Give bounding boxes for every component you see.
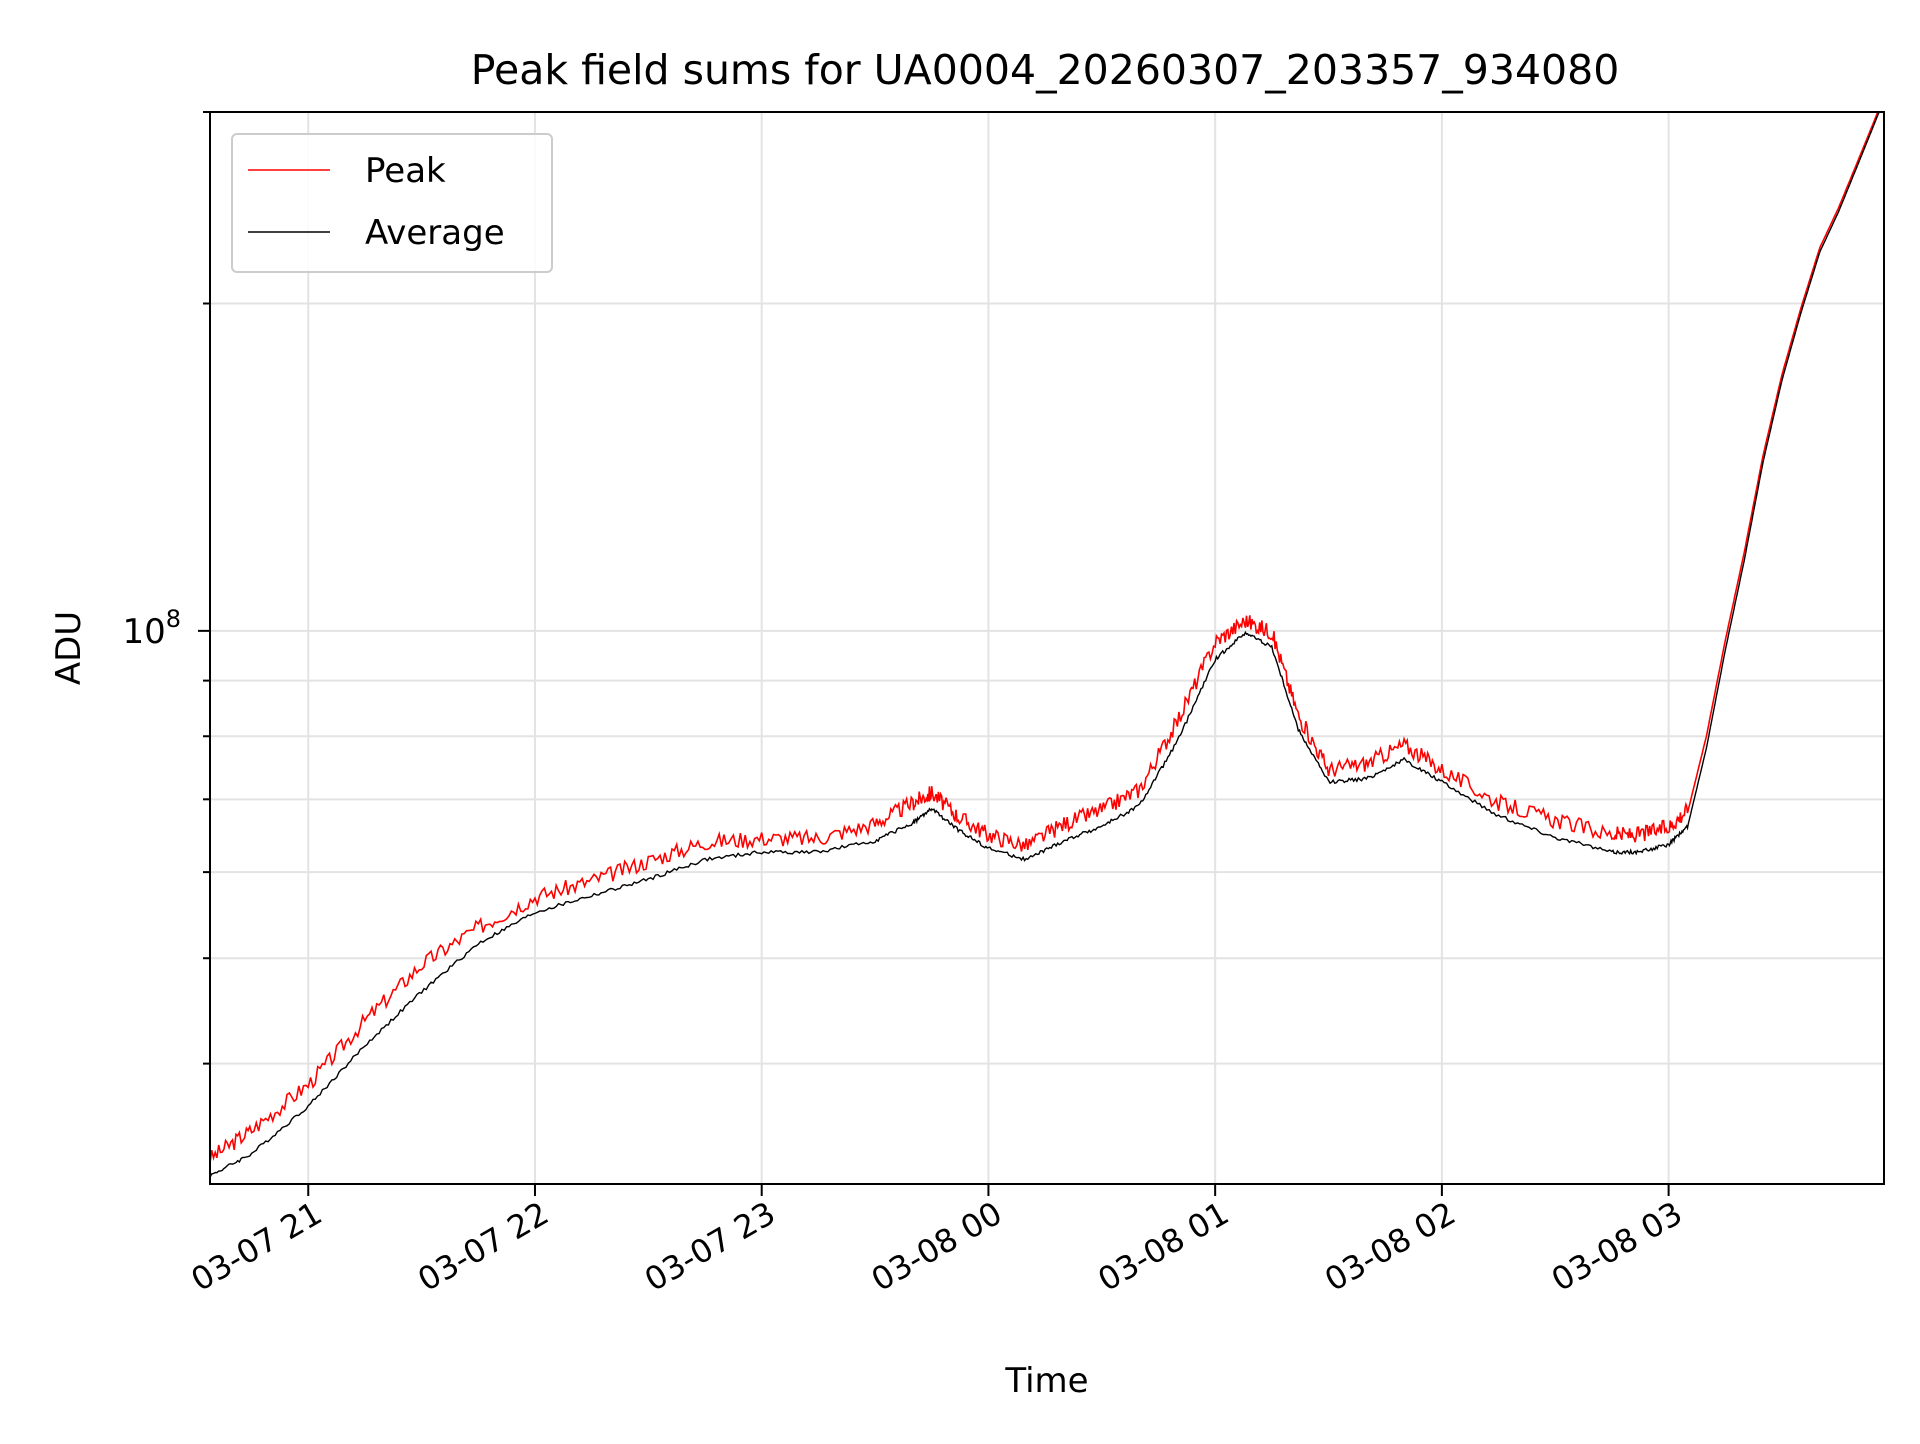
plot-frame [209, 111, 1885, 1185]
legend: Peak Average [231, 133, 553, 273]
legend-peak-label: Peak [365, 151, 446, 191]
legend-box [231, 133, 553, 273]
series-group [210, 112, 1884, 1178]
y-axis-label: ADU [49, 611, 89, 685]
legend-average-label: Average [365, 213, 505, 253]
chart-title: Peak field sums for UA0004_20260307_2033… [471, 46, 1620, 94]
average-series-line [210, 112, 1884, 1178]
x-axis-label: Time [1004, 1361, 1088, 1401]
y-tick-label: 108 [122, 605, 181, 652]
peak-series-line [210, 112, 1884, 1164]
